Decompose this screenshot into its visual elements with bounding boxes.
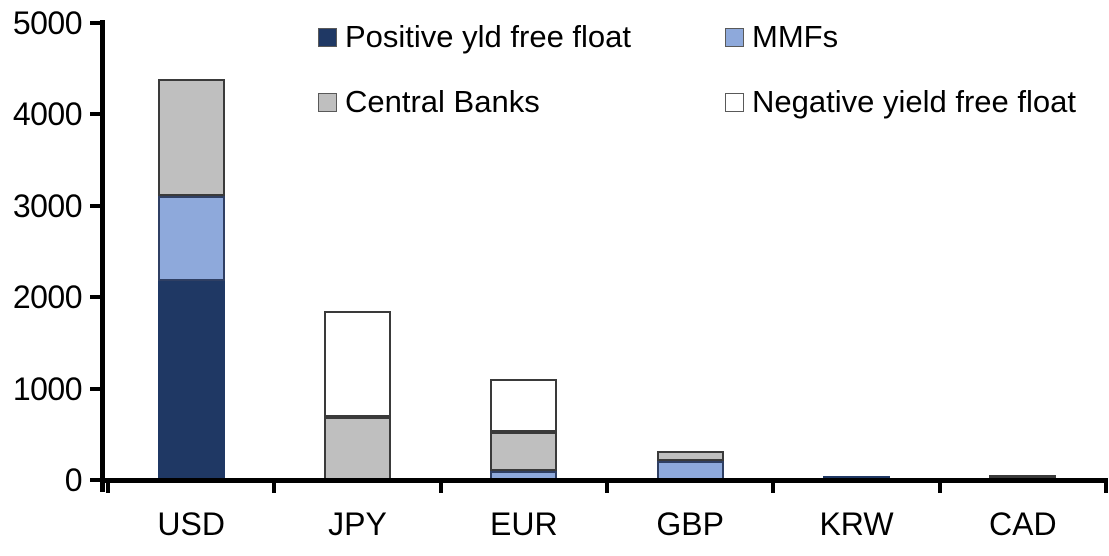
y-axis-tick-label: 4000	[12, 96, 83, 133]
x-axis-line	[100, 478, 1107, 483]
legend-swatch-negative-yield-free-float	[725, 92, 744, 112]
x-axis-tick-mark	[438, 478, 443, 493]
x-axis-tick-mark	[605, 478, 609, 493]
x-axis-tick-mark	[1104, 478, 1108, 493]
y-axis-tick-label: 2000	[12, 279, 83, 316]
x-axis-tick-mark	[771, 478, 776, 493]
bar-segment-usd-mmfs	[157, 195, 225, 281]
x-axis-category-label-cad: CAD	[989, 506, 1057, 542]
y-axis-tick-mark	[90, 295, 105, 300]
bar-segment-jpy-central-banks	[324, 416, 391, 480]
legend-item-negative-yield-free-float: Negative yield free float	[725, 84, 1076, 120]
legend-label: Central Banks	[345, 84, 540, 119]
bar-segment-gbp-central-banks	[656, 450, 724, 462]
bar-segment-cad-central-banks	[989, 474, 1057, 479]
bar-segment-usd-central-banks	[157, 78, 225, 196]
x-axis-tick-mark	[937, 478, 942, 493]
legend-label: Negative yield free float	[752, 84, 1076, 119]
legend-label: Positive yld free float	[345, 19, 632, 54]
y-axis-line	[100, 20, 105, 492]
y-axis-tick-label: 5000	[12, 5, 83, 41]
x-axis-category-label-usd: USD	[157, 506, 225, 542]
legend-swatch-mmfs	[725, 27, 744, 47]
bar-segment-jpy-negative-yield-free-float	[324, 310, 391, 417]
legend-item-positive-yld-free-float: Positive yld free float	[318, 19, 631, 55]
legend-item-mmfs: MMFs	[725, 19, 838, 55]
x-axis-tick-mark	[272, 478, 277, 493]
bar-segment-eur-negative-yield-free-float	[490, 378, 558, 432]
y-axis-tick-label: 1000	[12, 370, 83, 407]
x-axis-tick-mark	[106, 478, 110, 493]
x-axis-category-label-eur: EUR	[490, 506, 558, 542]
x-axis-category-label-gbp: GBP	[656, 506, 724, 542]
legend-swatch-positive-yld-free-float	[318, 27, 337, 47]
y-axis-tick-mark	[90, 203, 105, 208]
legend-item-central-banks: Central Banks	[318, 84, 540, 120]
legend-label: MMFs	[752, 19, 839, 54]
bar-segment-eur-central-banks	[490, 431, 558, 471]
x-axis-category-label-krw: KRW	[819, 506, 894, 542]
y-axis-tick-mark	[90, 21, 105, 25]
y-axis-tick-mark	[90, 478, 105, 482]
x-axis-category-label-jpy: JPY	[328, 506, 387, 542]
legend-swatch-central-banks	[318, 92, 337, 112]
y-axis-tick-mark	[90, 112, 105, 117]
y-axis-tick-mark	[90, 386, 105, 391]
y-axis-tick-label: 0	[64, 462, 83, 498]
y-axis-tick-label: 3000	[12, 187, 83, 224]
bar-segment-usd-positive-yld-free-float	[157, 280, 225, 480]
